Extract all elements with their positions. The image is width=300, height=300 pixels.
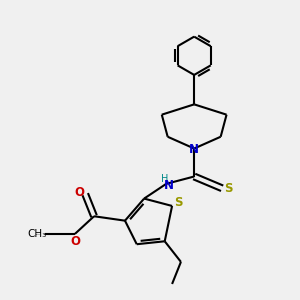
Text: CH₃: CH₃ <box>27 229 46 239</box>
Text: S: S <box>224 182 233 195</box>
Text: S: S <box>174 196 183 209</box>
Text: N: N <box>189 143 199 157</box>
Text: H: H <box>161 174 168 184</box>
Text: N: N <box>164 179 174 192</box>
Text: O: O <box>70 235 80 248</box>
Text: O: O <box>74 186 84 199</box>
Text: methyl: methyl <box>36 233 40 235</box>
